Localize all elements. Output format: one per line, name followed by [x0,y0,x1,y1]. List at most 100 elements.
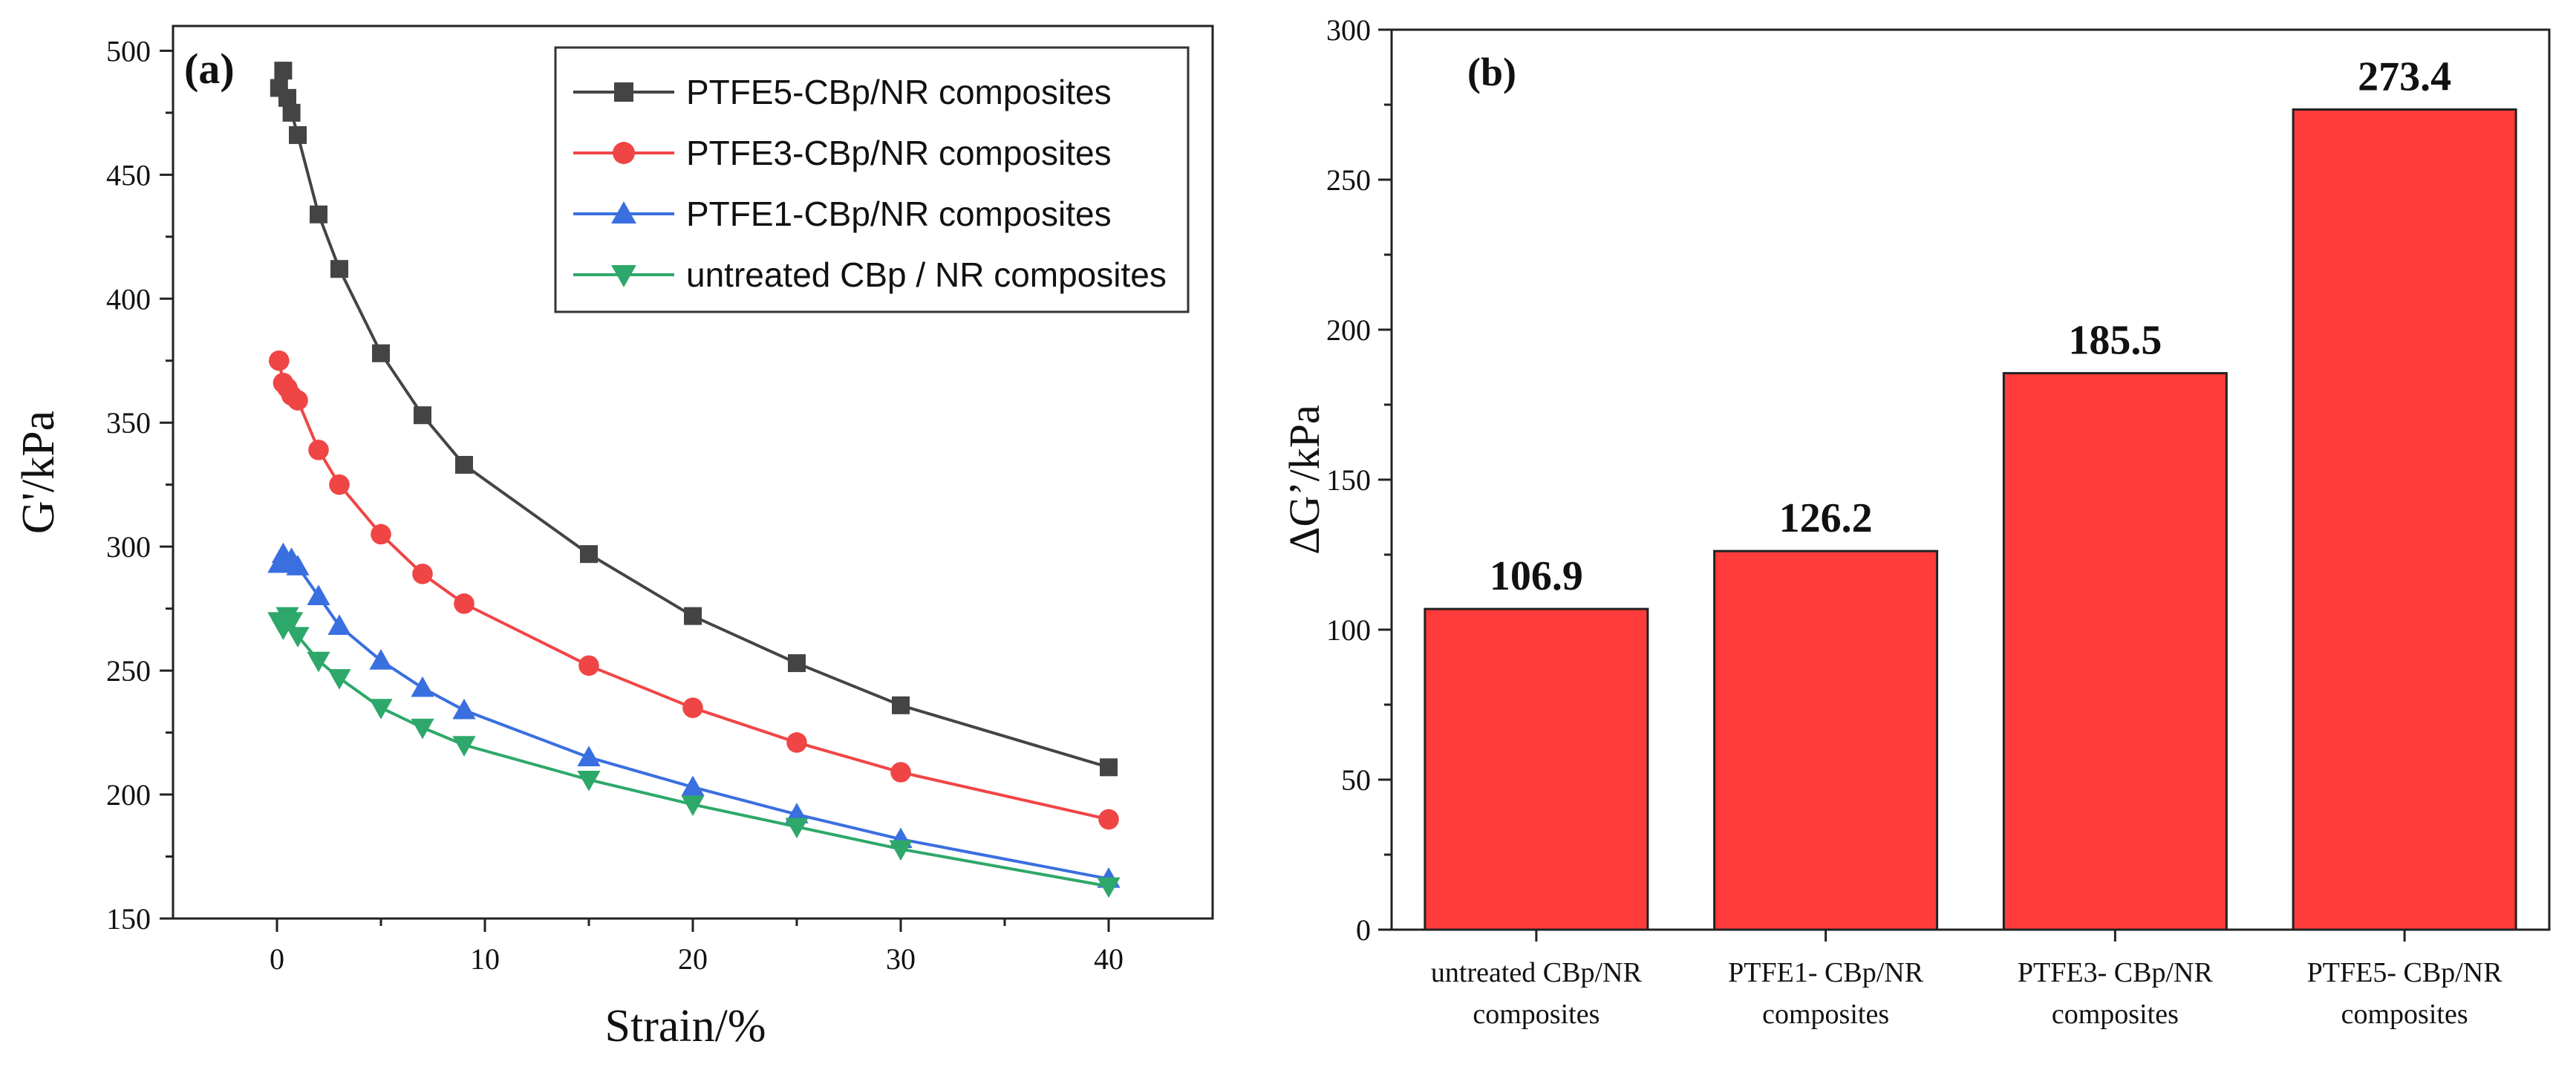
legend-label: PTFE1-CBp/NR composites [686,195,1112,233]
data-point [307,651,330,673]
data-point [577,746,601,766]
data-point [614,82,633,102]
y-tick-label: 0 [1356,913,1371,947]
bar-value-label: 273.4 [2358,53,2451,100]
data-point [330,260,348,278]
y-tick-label: 450 [106,158,151,192]
data-point [412,564,433,584]
data-point [329,474,350,495]
legend-label: untreated CBp / NR composites [686,255,1167,294]
data-point [454,593,475,614]
data-point [310,205,327,224]
series-circle [269,350,1119,830]
x-category-label: PTFE1- CBp/NR [1728,957,1924,988]
y-tick-label: 200 [106,778,151,812]
data-point [682,697,703,718]
data-point [681,795,705,817]
data-point [327,669,351,690]
y-tick-label: 250 [1326,163,1371,197]
data-point [580,545,598,564]
legend: PTFE5-CBp/NR composites PTFE3-CBp/NR comp… [554,46,1190,313]
data-point [611,201,636,224]
data-point [452,698,476,720]
data-point [280,612,304,633]
data-point [889,840,913,861]
x-category-label: composites [2341,999,2468,1030]
data-point [1098,809,1119,830]
data-point [452,736,476,757]
x-tick-label: 0 [270,942,284,976]
y-tick-label: 400 [106,282,151,316]
y-axis-title: ΔG’/kPa [1280,405,1328,555]
data-point [890,762,911,783]
y-tick-label: 200 [1326,313,1371,347]
panel-b-bar-chart: 0 50 100 150 200 250 300 ΔG’/kPa (b) 106.9 untreat… [1280,13,2551,1030]
bar-value-label: 126.2 [1779,495,1873,541]
data-point [287,390,308,411]
data-point [613,142,635,164]
data-point [411,718,434,740]
data-point [369,649,393,670]
data-point [308,440,329,460]
data-point [369,699,393,720]
x-category-label: composites [1762,999,1889,1030]
data-point [307,584,330,605]
data-point [269,350,290,371]
bar [1713,549,1939,931]
data-point [289,125,307,144]
x-tick-label: 30 [886,942,916,976]
y-tick-label: 100 [1326,613,1371,647]
data-point [1100,758,1118,777]
data-point [282,103,301,122]
y-tick-label: 250 [106,654,151,688]
x-axis-title: Strain/% [605,1001,766,1051]
x-tick-label: 10 [470,942,500,976]
bar-value-label: 185.5 [2068,318,2162,364]
data-point [611,265,636,287]
y-tick-label: 500 [106,34,151,68]
series-square [270,62,1118,777]
y-tick-label: 50 [1341,763,1371,797]
data-point [681,775,705,797]
bar [1424,607,1649,931]
legend-label: PTFE5-CBp/NR composites [686,73,1112,111]
data-point [286,627,310,647]
data-point [788,654,806,673]
panel-label-a: (a) [184,45,235,93]
data-point [892,696,910,714]
data-point [414,406,431,425]
panel-a-line-chart: 0 10 20 30 40 150 200 250 300 350 400 450 500 Strain/… [13,25,1214,1051]
data-point [785,818,809,839]
y-tick-label: 150 [106,902,151,936]
series-triangle-down [267,607,1121,898]
data-point [327,614,351,636]
data-point [372,344,390,362]
x-category-label: composites [2052,999,2179,1030]
x-category-label: PTFE3- CBp/NR [2018,957,2214,988]
panel-label-b: (b) [1467,50,1516,94]
x-category-label: untreated CBp/NR [1431,957,1643,988]
data-point [684,607,702,625]
legend-label: PTFE3-CBp/NR composites [686,134,1112,172]
y-tick-label: 300 [106,530,151,564]
data-point [577,771,601,792]
bar [2002,372,2228,931]
x-category-label: PTFE5- CBp/NR [2307,957,2503,988]
data-point [455,455,473,474]
x-tick-label: 40 [1094,942,1124,976]
data-point [786,732,807,753]
data-point [1097,877,1121,898]
data-point [274,62,293,80]
data-point [411,676,434,697]
x-category-label: composites [1473,999,1600,1030]
y-tick-label: 150 [1326,463,1371,497]
data-point [278,88,296,107]
y-tick-label: 350 [106,406,151,440]
data-point [578,655,599,676]
bar-value-label: 106.9 [1490,553,1583,599]
bar [2292,108,2517,931]
y-tick-label: 300 [1326,13,1371,47]
y-axis-title: G'/kPa [13,411,64,534]
data-point [371,523,391,545]
